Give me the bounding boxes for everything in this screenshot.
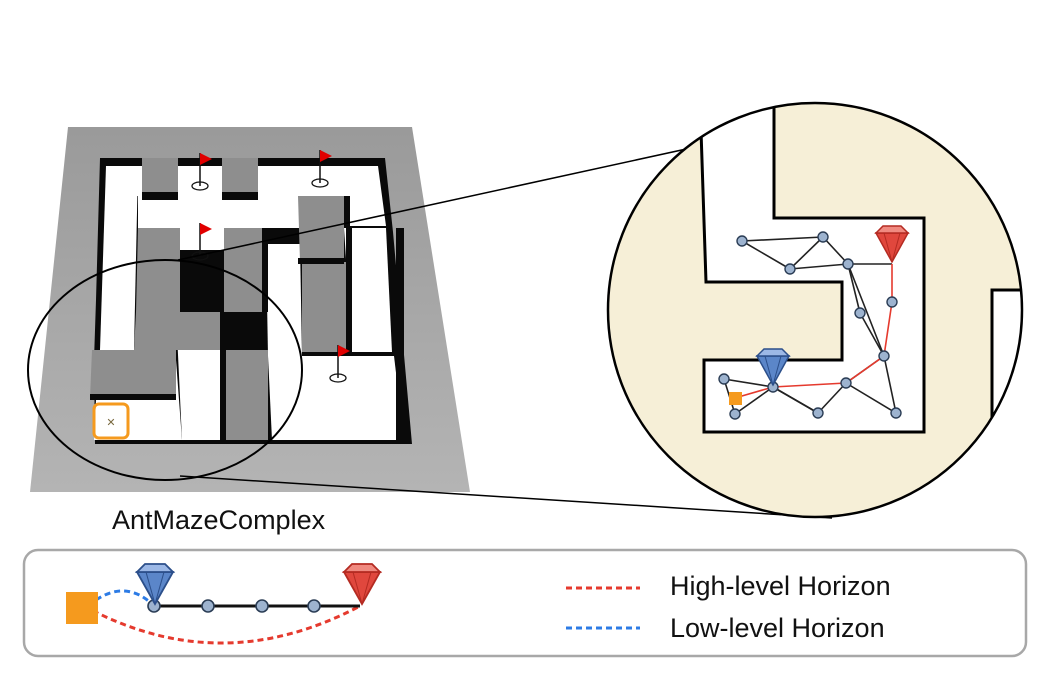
zoom-corridor bbox=[698, 103, 926, 434]
high-level-horizon-label: High-level Horizon bbox=[670, 571, 891, 601]
agent-start-icon bbox=[729, 392, 742, 405]
graph-node bbox=[854, 307, 866, 319]
graph-node bbox=[812, 407, 824, 419]
high-goal-gem-icon bbox=[341, 563, 383, 606]
svg-text:✕: ✕ bbox=[106, 416, 115, 429]
goal-flag-1 bbox=[191, 153, 212, 191]
goal-flag-4 bbox=[329, 345, 350, 383]
agent-start-icon bbox=[66, 592, 98, 624]
graph-node bbox=[878, 350, 890, 362]
maze-wall-edges bbox=[90, 192, 404, 444]
agent-start-icon: ✕ bbox=[92, 402, 130, 440]
goal-flag-2 bbox=[311, 150, 332, 188]
low-goal-gem-icon bbox=[755, 348, 791, 387]
zoom-view bbox=[606, 101, 1024, 519]
low-goal-gem-icon bbox=[134, 563, 176, 606]
graph-nodes bbox=[718, 231, 902, 420]
maze-render: ✕ bbox=[27, 127, 470, 492]
graph-node bbox=[817, 231, 829, 243]
graph-node bbox=[890, 407, 902, 419]
low-level-horizon-arc bbox=[95, 589, 154, 606]
high-level-path bbox=[734, 264, 893, 399]
zoom-connectors bbox=[177, 133, 833, 519]
high-goal-gem-icon bbox=[874, 225, 910, 264]
graph-node bbox=[842, 258, 854, 270]
graph-node bbox=[736, 235, 748, 247]
graph-node bbox=[784, 263, 796, 275]
graph-edges bbox=[723, 236, 897, 415]
zoom-region-ellipse bbox=[27, 259, 303, 481]
goal-flag-3 bbox=[191, 223, 212, 261]
graph-node bbox=[729, 408, 741, 420]
legend-node bbox=[201, 599, 215, 613]
high-level-horizon-arc bbox=[83, 604, 361, 645]
maze-name-label: AntMazeComplex bbox=[112, 505, 326, 535]
graph-node bbox=[840, 377, 852, 389]
legend-node bbox=[307, 599, 321, 613]
low-level-horizon-label: Low-level Horizon bbox=[670, 613, 885, 643]
graph-node bbox=[886, 296, 898, 308]
legend-node bbox=[255, 599, 269, 613]
horizon-legend-box bbox=[22, 548, 1028, 658]
graph-node bbox=[718, 373, 730, 385]
